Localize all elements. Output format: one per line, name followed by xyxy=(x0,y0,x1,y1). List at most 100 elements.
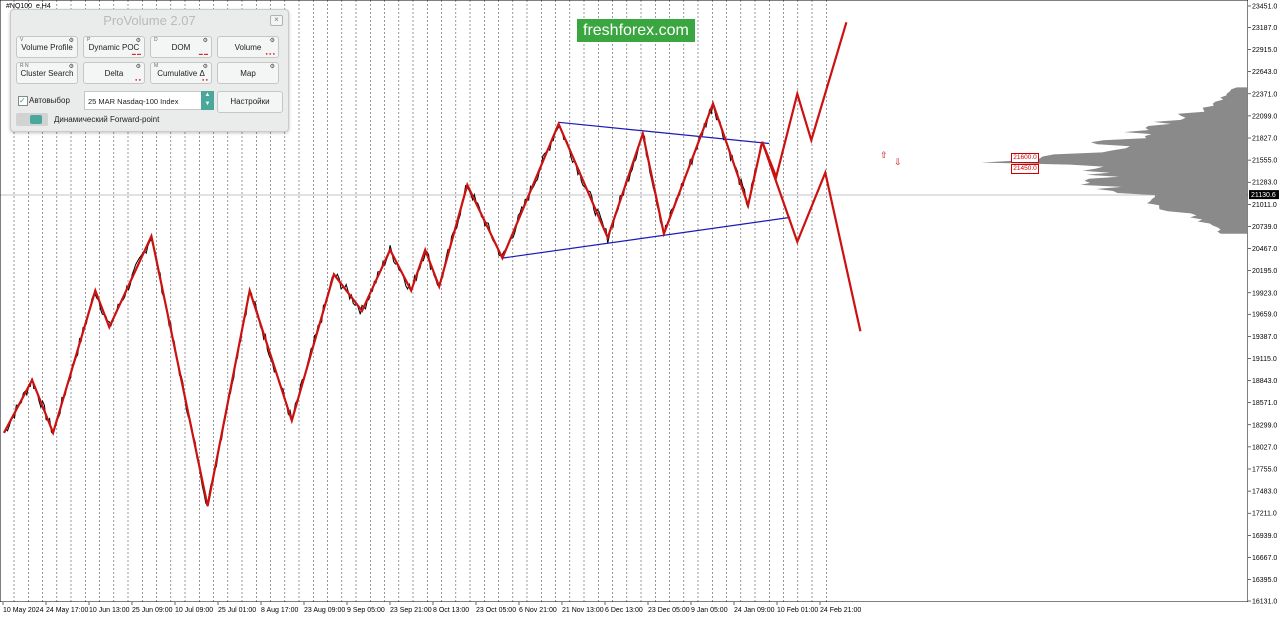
zigzag-line[interactable] xyxy=(3,100,764,507)
price-tick-label: 22643.0 xyxy=(1252,69,1277,76)
button-label: Cluster Search xyxy=(20,69,74,78)
gear-icon[interactable]: ⚙ xyxy=(135,38,141,44)
price-tick-label: 17211.0 xyxy=(1252,511,1277,518)
price-tick-label: 17755.0 xyxy=(1252,467,1277,474)
status-marks: ▬ ▬ xyxy=(198,51,208,56)
symbol-label: #NQ100_e,H4 xyxy=(6,3,51,10)
price-tick-label: 19923.0 xyxy=(1252,290,1277,297)
watermark-logo: freshforex.com xyxy=(577,19,695,42)
channel-upper-line[interactable] xyxy=(558,121,770,145)
price-tick-label: 20467.0 xyxy=(1252,246,1277,253)
cluster-search-button[interactable]: R N ⚙ Cluster Search xyxy=(16,62,78,84)
price-tick-label: 23187.0 xyxy=(1252,25,1277,32)
gear-icon[interactable]: ⚙ xyxy=(269,38,275,44)
gear-icon[interactable]: ⚙ xyxy=(269,64,275,70)
time-tick-label: 23 Aug 09:00 xyxy=(304,607,345,614)
button-label: Dynamic POC xyxy=(88,43,140,52)
price-tick-label: 20739.0 xyxy=(1252,224,1277,231)
settings-button[interactable]: Настройки xyxy=(217,91,283,113)
price-tick-label: 22371.0 xyxy=(1252,91,1277,98)
status-marks: ● ● xyxy=(202,77,208,82)
price-series xyxy=(3,104,763,507)
time-tick-label: 23 Dec 05:00 xyxy=(648,607,690,614)
hotkey-label: V xyxy=(20,37,24,43)
gear-icon[interactable]: ⚙ xyxy=(135,64,141,70)
price-tick-label: 19659.0 xyxy=(1252,312,1277,319)
cumulative-delta-button[interactable]: M ⚙ Cumulative Δ ● ● xyxy=(150,62,212,84)
button-label: Delta xyxy=(104,69,124,78)
time-tick-label: 24 May 17:00 xyxy=(46,607,89,614)
provolume-panel: ProVolume 2.07 × V ⚙ Volume Profile P ⚙ … xyxy=(10,9,289,132)
delta-button[interactable]: ⚙ Delta ● ● xyxy=(83,62,145,84)
price-tick-label: 21555.0 xyxy=(1252,158,1277,165)
auto-select-checkbox[interactable]: ✓ xyxy=(18,96,28,106)
dom-button[interactable]: D ⚙ DOM ▬ ▬ xyxy=(150,36,212,58)
channel-lower-line[interactable] xyxy=(502,216,791,259)
current-price-label: 21130.6 xyxy=(1251,192,1276,199)
time-tick-label: 10 Jul 09:00 xyxy=(175,607,213,614)
button-label: Volume xyxy=(234,43,262,52)
level-label-upper[interactable]: 21600.0 xyxy=(1011,153,1039,163)
forecast-up-path[interactable] xyxy=(761,21,848,181)
time-tick-label: 10 May 2024 xyxy=(3,607,44,614)
time-tick-label: 25 Jun 09:00 xyxy=(132,607,173,614)
gear-icon[interactable]: ⚙ xyxy=(68,38,74,44)
toggle-knob xyxy=(30,115,42,124)
time-tick-label: 10 Jun 13:00 xyxy=(89,607,130,614)
price-tick-label: 16131.0 xyxy=(1252,599,1277,606)
down-arrow-icon: ⇩ xyxy=(894,157,902,167)
price-tick-label: 19387.0 xyxy=(1252,334,1277,341)
time-tick-label: 9 Jan 05:00 xyxy=(691,607,728,614)
time-tick-label: 21 Nov 13:00 xyxy=(562,607,604,614)
time-tick-label: 10 Feb 01:00 xyxy=(777,607,818,614)
auto-select-label: Автовыбор xyxy=(29,96,70,105)
price-tick-label: 21011.0 xyxy=(1252,202,1277,209)
gear-icon[interactable]: ⚙ xyxy=(202,64,208,70)
dynamic-poc-button[interactable]: P ⚙ Dynamic POC ▬ ▬ xyxy=(83,36,145,58)
time-tick-label: 25 Jul 01:00 xyxy=(218,607,256,614)
time-tick-label: 9 Sep 05:00 xyxy=(347,607,385,614)
price-tick-label: 16939.0 xyxy=(1252,533,1277,540)
close-icon[interactable]: × xyxy=(270,15,283,26)
hotkey-label: D xyxy=(154,37,158,43)
price-tick-label: 18299.0 xyxy=(1252,422,1277,429)
price-tick-label: 23451.0 xyxy=(1252,4,1277,11)
time-tick-label: 23 Sep 21:00 xyxy=(390,607,432,614)
forward-point-toggle[interactable] xyxy=(16,113,48,126)
volume-profile-button[interactable]: V ⚙ Volume Profile xyxy=(16,36,78,58)
time-tick-label: 8 Oct 13:00 xyxy=(433,607,469,614)
button-label: Map xyxy=(240,69,256,78)
price-tick-label: 18027.0 xyxy=(1252,444,1277,451)
current-price-tag xyxy=(1249,190,1279,200)
panel-title: ProVolume 2.07 xyxy=(103,13,196,28)
price-tick-label: 19115.0 xyxy=(1252,356,1277,363)
forecast-down-path[interactable] xyxy=(761,141,862,332)
time-tick-label: 8 Aug 17:00 xyxy=(261,607,298,614)
gear-icon[interactable]: ⚙ xyxy=(68,64,74,70)
time-tick-label: 24 Jan 09:00 xyxy=(734,607,775,614)
hotkey-label: P xyxy=(87,37,91,43)
level-label-lower[interactable]: 21450.0 xyxy=(1011,164,1039,174)
map-button[interactable]: ⚙ Map xyxy=(217,62,279,84)
up-arrow-icon: ⇧ xyxy=(880,150,888,160)
price-tick-label: 16395.0 xyxy=(1252,577,1277,584)
volume-profile xyxy=(981,87,1247,234)
time-tick-label: 23 Oct 05:00 xyxy=(476,607,516,614)
status-marks: ● ● xyxy=(135,77,141,82)
spinner-arrows-icon[interactable]: ▲ ▼ xyxy=(201,91,214,110)
time-axis: 10 May 2024 24 May 17:00 10 Jun 13:00 25 Ju… xyxy=(2,602,861,614)
volume-button[interactable]: ⚙ Volume ● ● ● xyxy=(217,36,279,58)
price-axis: 23451.0 23187.0 22915.0 22643.0 22371.0 22099… xyxy=(1248,4,1279,606)
price-tick-label: 22915.0 xyxy=(1252,47,1277,54)
status-marks: ● ● ● xyxy=(265,51,275,56)
price-tick-label: 21283.0 xyxy=(1252,180,1277,187)
status-marks: ▬ ▬ xyxy=(131,51,141,56)
price-tick-label: 16667.0 xyxy=(1252,555,1277,562)
gear-icon[interactable]: ⚙ xyxy=(202,38,208,44)
button-label: Volume Profile xyxy=(21,43,73,52)
button-label: DOM xyxy=(171,43,191,52)
price-tick-label: 20195.0 xyxy=(1252,268,1277,275)
price-tick-label: 18843.0 xyxy=(1252,378,1277,385)
symbol-select[interactable]: 25 MAR Nasdaq-100 Index xyxy=(84,91,213,110)
hotkey-label: M xyxy=(154,63,159,69)
